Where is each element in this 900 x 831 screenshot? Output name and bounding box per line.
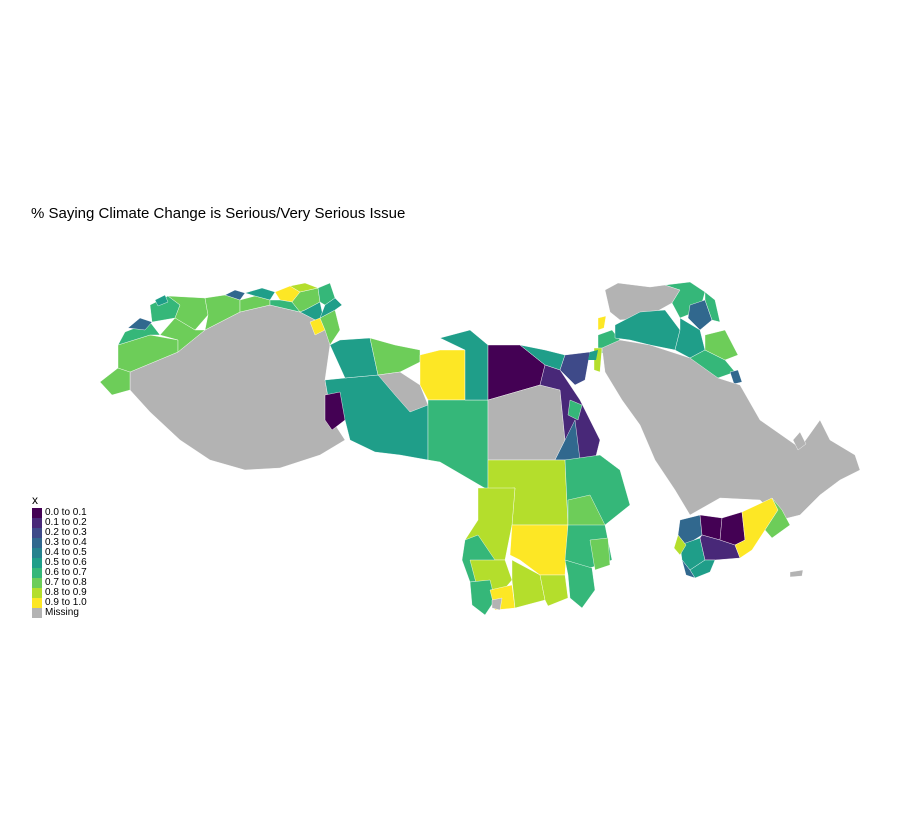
region-yemen-south-2 [681,559,696,579]
legend-swatch [32,578,42,588]
libya-region [324,329,489,491]
legend-swatch [32,538,42,548]
region-libya-south [427,399,489,491]
legend-label: 0.6 to 0.7 [45,567,87,578]
legend-label: 0.4 to 0.5 [45,547,87,558]
region-sinai-tip [588,350,598,360]
egypt-region [487,344,601,461]
legend-item: 0.8 to 0.9 [32,588,87,598]
region-iraq-ne [704,291,721,323]
region-morocco-south [99,367,131,396]
legend-swatch [32,518,42,528]
legend-item: 0.4 to 0.5 [32,548,87,558]
small-islands [588,350,598,360]
legend-swatch [32,548,42,558]
legend-swatch [32,608,42,618]
legend-label: 0.9 to 1.0 [45,597,87,608]
region-yemen-west-3 [673,534,687,556]
maghreb-region [99,282,346,471]
legend-label: 0.2 to 0.3 [45,527,87,538]
legend-item: Missing [32,608,87,618]
region-tunisia-e [319,297,343,319]
region-socotra [789,569,804,578]
region-sudan-s-3 [511,559,546,609]
middle-east-region [593,281,861,579]
sudan-region [461,454,631,616]
legend-item: 0.1 to 0.2 [32,518,87,528]
legend-swatch [32,508,42,518]
region-lebanon [597,315,607,331]
map-legend: x 0.0 to 0.1 0.1 to 0.2 0.2 to 0.3 0.3 to 0… [32,493,87,618]
region-algeria-interior [129,304,346,471]
region-egypt-sinai [559,351,591,386]
region-sudan-s-4 [539,574,569,607]
legend-label: 0.1 to 0.2 [45,517,87,528]
map-title: % Saying Climate Change is Serious/Very … [31,205,406,222]
legend-swatch [32,558,42,568]
legend-items: 0.0 to 0.1 0.1 to 0.2 0.2 to 0.3 0.3 to 0.4… [32,508,87,618]
region-libya-central-yellow [419,349,466,401]
region-qatar-missing [792,431,807,451]
region-arabia-missing [601,339,861,521]
region-morocco-tip [154,294,169,307]
legend-swatch [32,528,42,538]
legend-label: 0.8 to 0.9 [45,587,87,598]
legend-item: 0.5 to 0.6 [32,558,87,568]
region-iraq-basra [729,369,743,385]
legend-label: 0.0 to 0.1 [45,507,87,518]
region-algeria-n3 [244,287,276,301]
region-sudan-s-5 [564,559,596,609]
legend-swatch [32,568,42,578]
region-libya-coast [369,337,421,376]
region-libya-nw [329,337,379,379]
legend-label: Missing [45,607,79,618]
region-libya-sw-dark [324,391,346,431]
region-sudan-se-2 [589,537,611,571]
legend-item: 0.2 to 0.3 [32,528,87,538]
region-iraq-east [704,329,739,361]
legend-item: 0.0 to 0.1 [32,508,87,518]
region-yemen-east [764,497,791,539]
legend-label: 0.3 to 0.4 [45,537,87,548]
region-yemen-dark-3 [719,511,746,546]
region-iraq-kurdistan [687,299,713,331]
region-sudan-s-1 [469,579,496,616]
legend-swatch [32,588,42,598]
legend-item: 0.3 to 0.4 [32,538,87,548]
legend-title: x [32,493,38,507]
legend-item: 0.6 to 0.7 [32,568,87,578]
legend-swatch [32,598,42,608]
legend-item: 0.9 to 1.0 [32,598,87,608]
legend-item: 0.7 to 0.8 [32,578,87,588]
legend-label: 0.5 to 0.6 [45,557,87,568]
region-egypt-sinai-green [567,399,583,421]
legend-label: 0.7 to 0.8 [45,577,87,588]
region-sudan-s-6 [491,597,503,611]
